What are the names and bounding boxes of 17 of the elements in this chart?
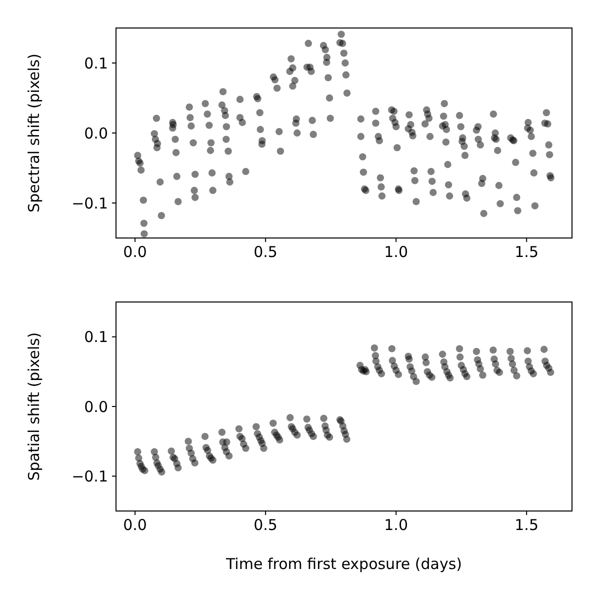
x-axis-title: Time from first exposure (days) (224, 555, 462, 573)
x-tick-label: 1.0 (384, 516, 408, 534)
x-tick-label: 1.5 (514, 516, 539, 534)
y-axis-title: Spectral shift (pixels) (25, 54, 43, 212)
y-tick-label: 0.1 (84, 328, 108, 346)
y-tick-label: −0.1 (72, 467, 108, 486)
x-tick-label: 0.5 (254, 516, 278, 534)
x-tick-label: 1.5 (514, 243, 539, 261)
y-tick-label: −0.1 (72, 194, 108, 212)
y-axis-title: Spatial shift (pixels) (25, 332, 43, 481)
x-tick-label: 1.0 (384, 243, 408, 261)
x-tick-label: 0.5 (254, 243, 278, 261)
y-tick-label: 0.0 (84, 124, 108, 142)
x-tick-label: 0.0 (123, 516, 147, 534)
x-tick-label: 0.0 (123, 243, 147, 261)
y-tick-label: 0.0 (84, 398, 108, 416)
y-tick-label: 0.1 (84, 54, 108, 72)
